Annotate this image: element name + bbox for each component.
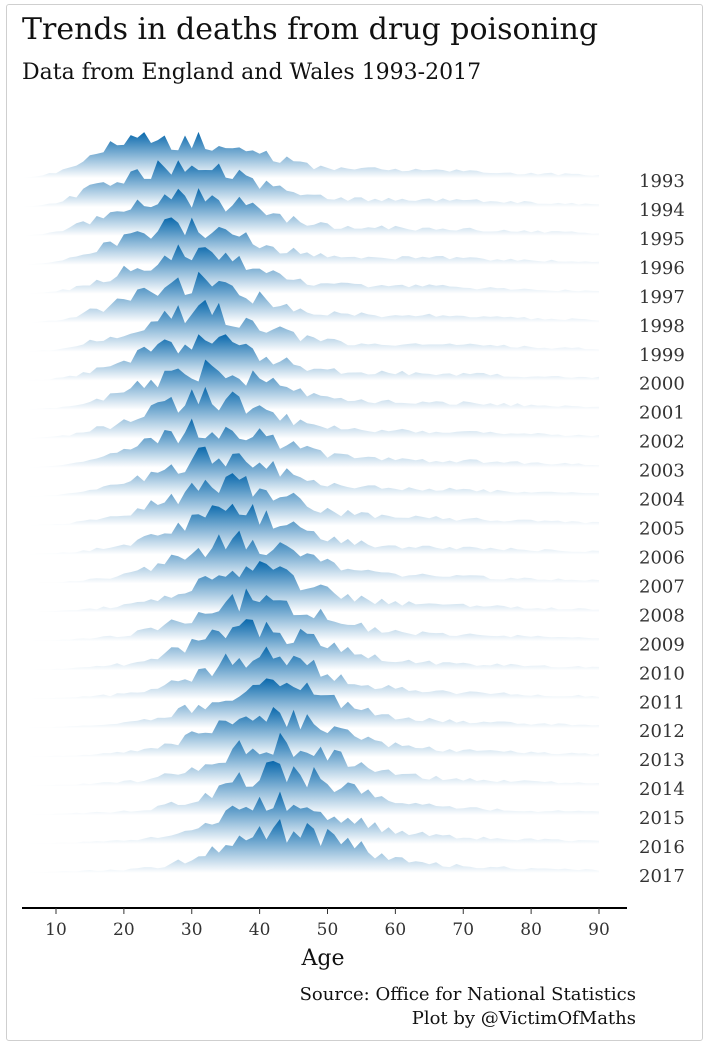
- x-tick-label-80: 80: [520, 920, 542, 940]
- ridge-2016: [22, 791, 600, 844]
- year-label-2011: 2011: [639, 692, 685, 713]
- x-tick-label-50: 50: [317, 920, 339, 940]
- ridge-2012: [22, 678, 600, 729]
- ridge-1994: [22, 160, 600, 207]
- year-labels-layer: 1993 1994 1995 1996 1997 1998 1999 2000 2001 2002…: [639, 171, 685, 887]
- chart-source: Source: Office for National Statistics P…: [300, 983, 636, 1031]
- year-label-1993: 1993: [639, 171, 685, 192]
- year-label-2013: 2013: [639, 750, 685, 771]
- credit-text: Plot by @VictimOfMaths: [411, 1008, 636, 1029]
- ridge-1996: [22, 217, 600, 265]
- ridge-2002: [22, 386, 600, 439]
- year-label-1996: 1996: [639, 258, 685, 279]
- x-tick-label-20: 20: [113, 920, 135, 940]
- ridge-1997: [22, 244, 600, 294]
- year-label-2012: 2012: [639, 721, 685, 742]
- year-label-1999: 1999: [639, 345, 685, 366]
- ridge-2011: [22, 646, 600, 700]
- year-label-2003: 2003: [639, 461, 685, 482]
- ridges-layer: [22, 131, 600, 873]
- year-label-2014: 2014: [639, 779, 685, 800]
- source-text: Source: Office for National Statistics: [299, 984, 636, 1005]
- ridge-1993: [22, 131, 600, 178]
- chart-subtitle: Data from England and Wales 1993-2017: [22, 60, 482, 85]
- year-label-1997: 1997: [639, 287, 685, 308]
- year-label-2016: 2016: [639, 837, 685, 858]
- year-label-2006: 2006: [639, 548, 685, 569]
- year-label-1995: 1995: [639, 229, 685, 250]
- ridge-2008: [22, 561, 600, 613]
- ridge-2007: [22, 530, 600, 584]
- x-tick-label-10: 10: [45, 920, 67, 940]
- ridge-2015: [22, 760, 600, 816]
- year-label-2001: 2001: [639, 403, 685, 424]
- ridge-2013: [22, 707, 600, 758]
- ridge-2001: [22, 359, 600, 410]
- ridge-2003: [22, 418, 600, 468]
- year-label-2015: 2015: [639, 808, 685, 829]
- ridge-2014: [22, 732, 600, 787]
- x-tick-label-30: 30: [181, 920, 203, 940]
- x-axis: 10 20 30 40 50 60 70 80 90: [22, 907, 627, 940]
- x-tick-label-90: 90: [588, 920, 610, 940]
- year-label-2004: 2004: [639, 490, 685, 511]
- ridge-2005: [22, 473, 600, 526]
- year-label-1998: 1998: [639, 316, 685, 337]
- year-label-2007: 2007: [639, 576, 685, 597]
- year-label-2017: 2017: [639, 866, 685, 887]
- ridge-1999: [22, 299, 600, 352]
- year-label-2009: 2009: [639, 634, 685, 655]
- x-tick-label-40: 40: [249, 920, 271, 940]
- ridge-2004: [22, 446, 600, 497]
- year-label-1994: 1994: [639, 200, 685, 221]
- ridge-2010: [22, 619, 600, 671]
- ridge-2000: [22, 334, 600, 381]
- year-label-2010: 2010: [639, 663, 685, 684]
- ridge-1998: [22, 271, 600, 323]
- x-tick-label-60: 60: [385, 920, 407, 940]
- year-label-2000: 2000: [639, 374, 685, 395]
- year-label-2005: 2005: [639, 519, 685, 540]
- x-axis-label: Age: [301, 946, 345, 971]
- year-label-2008: 2008: [639, 605, 685, 626]
- x-tick-label-70: 70: [452, 920, 474, 940]
- ridge-2006: [22, 503, 600, 555]
- ridge-2009: [22, 588, 600, 642]
- chart-title: Trends in deaths from drug poisoning: [22, 12, 599, 47]
- ridge-2017: [22, 819, 600, 873]
- year-label-2002: 2002: [639, 432, 685, 453]
